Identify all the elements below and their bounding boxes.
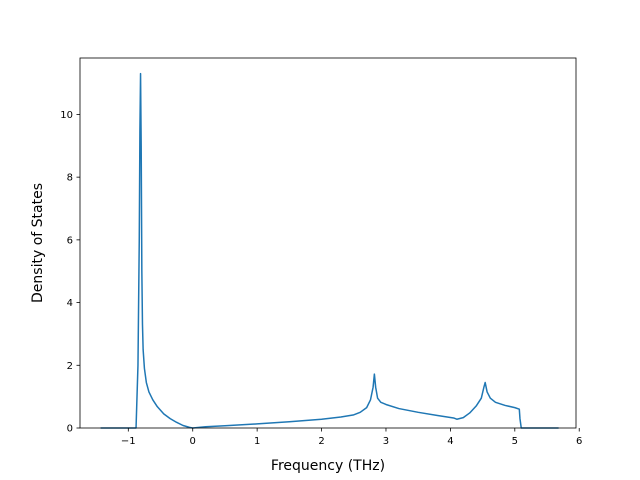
x-tick-label: 0 bbox=[190, 436, 196, 447]
x-tick-label: 6 bbox=[576, 436, 582, 447]
x-axis-title: Frequency (THz) bbox=[271, 458, 385, 474]
y-tick-label: 6 bbox=[67, 235, 73, 246]
x-tick-label: 1 bbox=[254, 436, 260, 447]
axes-frame bbox=[79, 57, 577, 429]
y-axis-ticks: 0 2 4 6 8 10 bbox=[60, 110, 80, 435]
x-axis-ticks: −1 0 1 2 3 4 5 6 bbox=[121, 428, 582, 447]
x-tick-label: 2 bbox=[318, 436, 324, 447]
x-tick-label: 5 bbox=[512, 436, 518, 447]
x-tick-label: 3 bbox=[383, 436, 389, 447]
y-tick-label: 10 bbox=[60, 110, 73, 121]
y-axis-title: Density of States bbox=[30, 183, 46, 303]
plot-area bbox=[79, 57, 577, 429]
y-tick-label: 8 bbox=[67, 173, 73, 184]
y-tick-label: 4 bbox=[67, 298, 73, 309]
y-tick-label: 0 bbox=[67, 424, 73, 435]
x-tick-label: 4 bbox=[447, 436, 453, 447]
x-tick-label: −1 bbox=[121, 436, 136, 447]
dos-curve bbox=[100, 72, 559, 429]
y-tick-label: 2 bbox=[67, 361, 73, 372]
